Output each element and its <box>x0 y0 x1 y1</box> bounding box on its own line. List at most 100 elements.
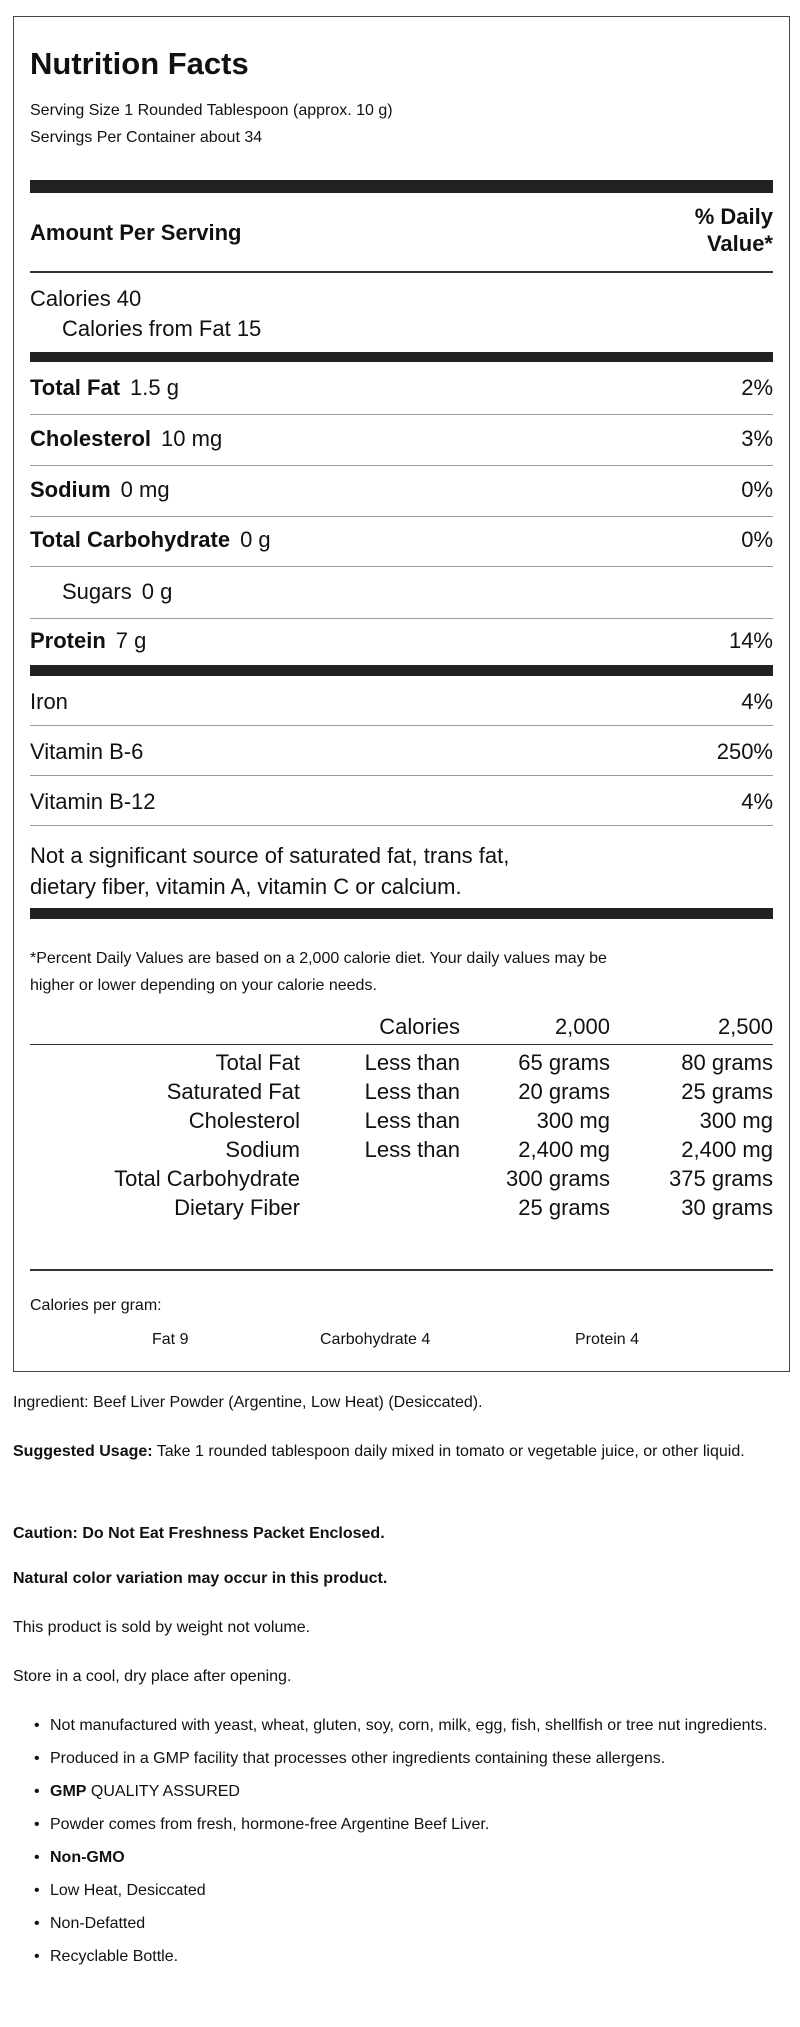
note-line: dietary fiber, vitamin A, vitamin C or c… <box>30 874 462 899</box>
nutrient-label: Sodium 0 mg <box>30 477 170 503</box>
cpg-fat: Fat 9 <box>152 1331 189 1348</box>
servings-per-container: Servings Per Container about 34 <box>30 129 263 146</box>
dv-cell: Dietary Fiber <box>174 1195 300 1220</box>
divider <box>30 414 773 415</box>
vitamin-dv: 4% <box>741 789 773 814</box>
sold-by-weight: This product is sold by weight not volum… <box>13 1619 311 1636</box>
dv-grid: Calories 2,000 2,500 Total Fat Less than 65 g… <box>30 1014 773 1224</box>
divider <box>30 775 773 776</box>
divider <box>30 566 773 567</box>
nutrient-label: Total Fat 1.5 g <box>30 375 179 401</box>
not-significant-note: Not a significant source of saturated fa… <box>30 840 773 902</box>
nutrient-amount: 0 g <box>141 579 173 604</box>
feature-item: Produced in a GMP facility that processe… <box>30 1746 770 1771</box>
dv-header-cell: 2,000 <box>554 1014 610 1039</box>
nutrient-label: Sugars 0 g <box>30 579 172 605</box>
dv-cell: 80 grams <box>681 1050 773 1075</box>
divider <box>30 352 773 362</box>
footnote-line: *Percent Daily Values are based on a 2,0… <box>30 950 607 967</box>
usage-text: Take 1 rounded tablespoon daily mixed in… <box>152 1443 745 1460</box>
cpg-protein: Protein 4 <box>575 1331 640 1348</box>
divider <box>30 908 773 919</box>
color-variation: Natural color variation may occur in thi… <box>13 1570 388 1587</box>
feature-text: Not manufactured with yeast, wheat, glut… <box>50 1717 768 1734</box>
vitamin-name: Iron <box>30 689 68 714</box>
feature-bold: Non-GMO <box>50 1849 125 1866</box>
cpg-carbohydrate: Carbohydrate 4 <box>320 1331 431 1348</box>
daily-value-header: % Daily Value* <box>30 203 773 257</box>
nutrient-row: Total Carbohydrate 0 g 0% <box>30 527 773 553</box>
nutrient-row: Sodium 0 mg 0% <box>30 477 773 503</box>
dv-cell: 2,400 mg <box>518 1137 610 1162</box>
feature-item: Non-Defatted <box>30 1911 770 1936</box>
dv-cell: Saturated Fat <box>166 1079 300 1104</box>
feature-item: Non-GMO <box>30 1845 770 1870</box>
calories-text: Calories 40 <box>30 286 142 311</box>
dv-header-cell: 2,500 <box>717 1014 773 1039</box>
nutrient-label: Cholesterol 10 mg <box>30 426 222 452</box>
calories-from-fat-text: Calories from Fat 15 <box>62 316 262 341</box>
feature-text: QUALITY ASSURED <box>86 1783 240 1800</box>
nutrition-facts-panel <box>13 16 790 1372</box>
amount-per-serving: Amount Per Serving <box>30 220 242 245</box>
nutrient-name: Sugars <box>62 579 132 604</box>
dv-cell: 25 grams <box>681 1079 773 1104</box>
dv-cell: 25 grams <box>518 1195 610 1220</box>
vitamin-dv: 250% <box>716 739 773 764</box>
nutrient-label: Total Carbohydrate 0 g <box>30 527 271 553</box>
dv-header-cell <box>30 1014 300 1040</box>
footnote-line: higher or lower depending on your calori… <box>30 977 377 994</box>
divider <box>30 825 773 826</box>
feature-bold: GMP <box>50 1783 87 1800</box>
divider <box>30 1269 773 1271</box>
storage: Store in a cool, dry place after opening… <box>13 1668 292 1685</box>
dv-cell: 2,400 mg <box>681 1137 773 1162</box>
nutrient-name: Sodium <box>30 477 111 502</box>
nutrient-label: Protein 7 g <box>30 628 146 654</box>
dv-cell: 300 mg <box>536 1108 610 1133</box>
dv-cell: 20 grams <box>518 1079 610 1104</box>
footnote: *Percent Daily Values are based on a 2,0… <box>30 945 773 999</box>
feature-text: Recyclable Bottle. <box>50 1948 179 1965</box>
feature-item: Powder comes from fresh, hormone-free Ar… <box>30 1812 770 1837</box>
nutrient-row: Total Fat 1.5 g 2% <box>30 375 773 401</box>
vitamin-row: Iron 4% <box>30 689 773 715</box>
ingredient: Ingredient: Beef Liver Powder (Argentine… <box>13 1394 483 1411</box>
dv-cell: Less than <box>364 1108 460 1133</box>
vitamin-name: Vitamin B-12 <box>30 789 156 814</box>
feature-item: Low Heat, Desiccated <box>30 1878 770 1903</box>
vitamin-row: Vitamin B-6 250% <box>30 739 773 765</box>
feature-text: Non-Defatted <box>50 1915 146 1932</box>
nutrient-dv: 0% <box>741 477 773 502</box>
dv-cell <box>300 1195 460 1224</box>
dv-header-cell: Calories <box>379 1014 460 1039</box>
daily-values-table: Calories 2,000 2,500 Total Fat Less than 65 g… <box>30 1014 773 1224</box>
nutrient-name: Cholesterol <box>30 426 152 451</box>
nutrient-row: Sugars 0 g <box>30 579 773 605</box>
calories: Calories 40 <box>30 286 773 312</box>
nutrient-row: Cholesterol 10 mg 3% <box>30 426 773 452</box>
suggested-usage: Suggested Usage: Take 1 rounded tablespo… <box>13 1436 783 1467</box>
nutrient-dv: 14% <box>728 628 773 653</box>
nutrient-amount: 10 mg <box>161 426 223 451</box>
nutrient-name: Total Fat <box>30 375 121 400</box>
nutrient-amount: 0 g <box>240 527 271 552</box>
vitamin-row: Vitamin B-12 4% <box>30 789 773 815</box>
dv-header-2: Value* <box>706 231 773 256</box>
vitamin-name: Vitamin B-6 <box>30 739 144 764</box>
nutrient-dv: 3% <box>741 426 773 451</box>
dv-cell: 300 mg <box>699 1108 773 1133</box>
nutrient-dv: 2% <box>741 375 773 400</box>
calories-per-gram: Calories per gram: <box>30 1297 162 1314</box>
divider <box>30 465 773 466</box>
note-line: Not a significant source of saturated fa… <box>30 843 510 868</box>
serving-size: Serving Size 1 Rounded Tablespoon (appro… <box>30 102 393 119</box>
feature-item: Recyclable Bottle. <box>30 1944 770 1969</box>
usage-label: Suggested Usage: <box>13 1443 153 1460</box>
dv-cell: Less than <box>364 1079 460 1104</box>
title: Nutrition Facts <box>30 46 249 81</box>
nutrient-amount: 0 mg <box>120 477 170 502</box>
divider <box>30 618 773 619</box>
divider <box>30 516 773 517</box>
nutrient-name: Total Carbohydrate <box>30 527 231 552</box>
